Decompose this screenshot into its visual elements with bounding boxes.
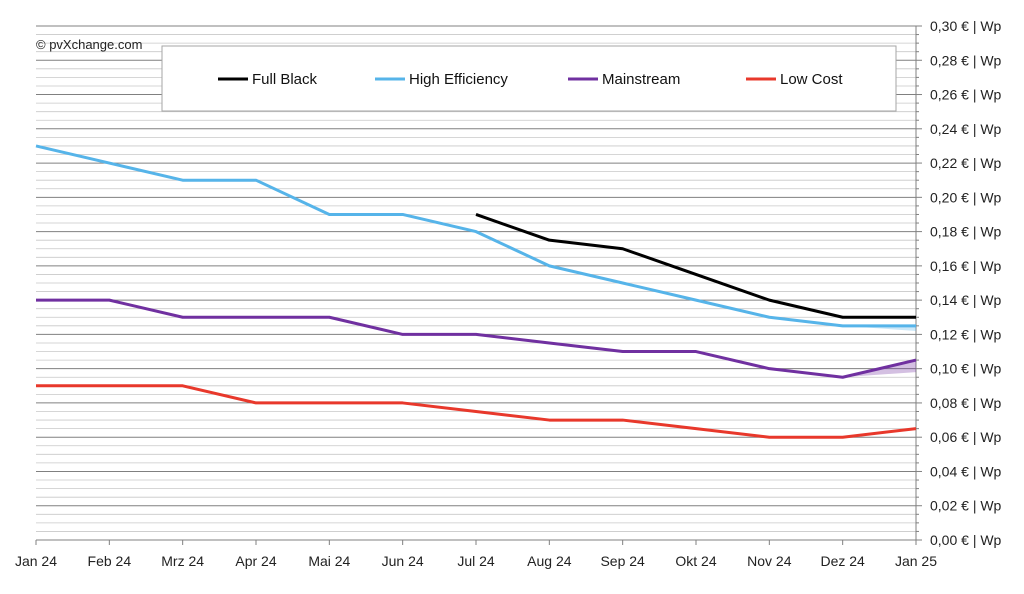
x-tick-label: Apr 24 <box>235 553 276 569</box>
y-axis <box>35 25 922 545</box>
series-lines <box>35 144 917 439</box>
series-full-black <box>475 213 916 319</box>
x-tick-label: Mai 24 <box>308 553 350 569</box>
series-line <box>35 144 916 328</box>
y-tick-label: 0,16 € | Wp <box>930 258 1002 274</box>
y-tick-label: 0,20 € | Wp <box>930 189 1002 205</box>
y-tick-label: 0,00 € | Wp <box>930 532 1002 548</box>
x-tick-label: Jan 25 <box>895 553 937 569</box>
x-tick-label: Mrz 24 <box>161 553 204 569</box>
x-tick-label: Aug 24 <box>527 553 572 569</box>
y-tick-label: 0,24 € | Wp <box>930 121 1002 137</box>
legend-label: High Efficiency <box>409 71 508 88</box>
y-tick-label: 0,22 € | Wp <box>930 155 1002 171</box>
y-tick-label: 0,12 € | Wp <box>930 326 1002 342</box>
series-line <box>475 213 916 319</box>
x-tick-label: Jan 24 <box>15 553 57 569</box>
series-low-cost <box>36 384 917 439</box>
series-high-efficiency <box>35 144 916 331</box>
x-tick-label: Jun 24 <box>382 553 424 569</box>
y-tick-label: 0,18 € | Wp <box>930 224 1002 240</box>
y-tick-label: 0,02 € | Wp <box>930 498 1002 514</box>
series-line <box>36 384 917 439</box>
legend-label: Mainstream <box>602 71 680 88</box>
x-tick-label: Jul 24 <box>457 553 495 569</box>
legend-label: Low Cost <box>780 71 843 88</box>
y-tick-labels: 0,00 € | Wp 0,02 € | Wp 0,04 € | Wp 0,06 € … <box>930 18 1002 548</box>
x-tick-label: Sep 24 <box>600 553 645 569</box>
series-line <box>36 298 917 379</box>
legend-box <box>161 45 897 112</box>
series-mainstream <box>36 298 917 379</box>
y-tick-label: 0,06 € | Wp <box>930 429 1002 445</box>
legend-label: Full Black <box>252 71 318 88</box>
y-tick-label: 0,08 € | Wp <box>930 395 1002 411</box>
y-tick-label: 0,04 € | Wp <box>930 463 1002 479</box>
x-tick-label: Feb 24 <box>88 553 132 569</box>
y-tick-label: 0,14 € | Wp <box>930 292 1002 308</box>
copyright-text: © pvXchange.com <box>36 37 142 52</box>
legend: Full Black High Efficiency Mainstream Low C… <box>218 71 843 88</box>
x-tick-label: Okt 24 <box>675 553 716 569</box>
y-tick-label: 0,10 € | Wp <box>930 361 1002 377</box>
y-tick-label: 0,26 € | Wp <box>930 87 1002 103</box>
x-tick-label: Dez 24 <box>820 553 865 569</box>
y-tick-label: 0,30 € | Wp <box>930 18 1002 34</box>
x-tick-label: Nov 24 <box>747 553 792 569</box>
y-tick-label: 0,28 € | Wp <box>930 52 1002 68</box>
x-tick-labels: Jan 24 Feb 24 Mrz 24 Apr 24 Mai 24 Jun 24 Jul … <box>15 553 937 569</box>
